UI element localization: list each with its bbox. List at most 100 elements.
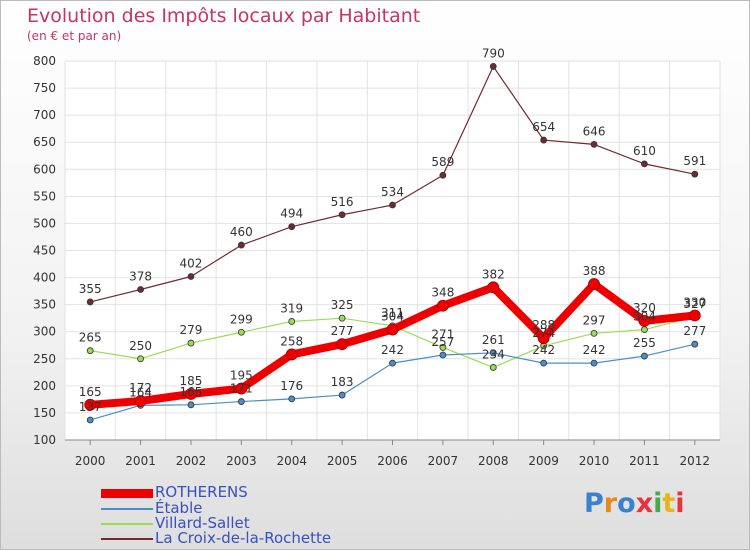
data-point [389, 359, 396, 367]
data-label: 242 [381, 343, 404, 357]
data-point [338, 211, 346, 219]
data-label: 172 [129, 381, 152, 395]
data-label: 304 [381, 310, 404, 324]
data-label: 271 [431, 327, 454, 341]
data-label: 589 [431, 155, 454, 169]
data-point [688, 309, 701, 322]
data-label: 195 [230, 369, 253, 383]
data-label: 261 [482, 333, 505, 347]
data-point [86, 416, 94, 424]
data-label: 165 [79, 385, 102, 399]
data-label: 790 [482, 46, 505, 60]
data-point [235, 382, 248, 395]
data-point [137, 286, 144, 293]
data-point [84, 398, 97, 411]
data-point [590, 140, 598, 148]
data-point [288, 318, 296, 325]
data-point [237, 328, 245, 336]
data-point [641, 326, 648, 333]
y-tick-label: 550 [33, 189, 56, 203]
data-point [134, 395, 147, 407]
data-point [285, 348, 298, 361]
data-label: 279 [180, 323, 203, 337]
data-label: 388 [583, 264, 606, 278]
x-tick-label: 2007 [428, 454, 459, 468]
data-label: 299 [230, 312, 253, 326]
data-point [336, 338, 349, 351]
legend-label-la-croix-de-la-rochette: La Croix-de-la-Rochette [155, 529, 332, 547]
data-point [288, 395, 296, 403]
y-tick-label: 800 [33, 54, 56, 68]
data-label: 402 [180, 256, 203, 270]
data-point [338, 314, 346, 322]
data-label: 288 [532, 318, 555, 332]
data-point [641, 352, 648, 360]
data-point [540, 136, 548, 144]
data-point [588, 278, 600, 290]
y-tick-label: 700 [33, 108, 56, 122]
data-point [389, 201, 396, 209]
data-label: 378 [129, 269, 152, 283]
data-label: 591 [683, 154, 706, 168]
data-point [487, 281, 500, 294]
data-label: 330 [683, 295, 706, 309]
data-label: 171 [230, 382, 253, 396]
data-point [137, 355, 144, 363]
legend-label-rotherens: ROTHERENS [155, 483, 248, 501]
data-point [86, 347, 94, 355]
y-tick-label: 350 [33, 298, 56, 312]
data-label: 320 [633, 301, 656, 315]
chart-subtitle: (en € et par an) [27, 29, 122, 43]
data-point [590, 359, 598, 367]
data-point [439, 344, 447, 351]
y-tick-label: 750 [33, 81, 56, 95]
data-point [187, 401, 195, 409]
legend-swatch-la-croix-de-la-rochette [101, 538, 153, 540]
data-point [638, 314, 651, 327]
data-point [386, 323, 399, 336]
x-tick-label: 2011 [629, 454, 660, 468]
data-point [187, 339, 195, 347]
logo-letter: P [584, 488, 604, 519]
data-label: 646 [583, 124, 606, 138]
data-point [489, 349, 497, 357]
logo-letter: x [635, 488, 654, 519]
data-point [237, 398, 245, 405]
data-label: 277 [683, 324, 706, 338]
data-label: 460 [230, 225, 253, 239]
x-tick-label: 2006 [377, 454, 408, 468]
x-tick-label: 2010 [579, 454, 610, 468]
data-label: 304 [633, 310, 656, 324]
chart-title: Evolution des Impôts locaux par Habitant [27, 5, 421, 27]
data-point [187, 273, 195, 280]
data-point [540, 359, 548, 367]
x-tick-label: 2004 [276, 454, 307, 468]
data-label: 534 [381, 185, 404, 199]
data-point [436, 299, 449, 312]
data-label: 277 [331, 324, 354, 338]
logo-letter: i [653, 488, 663, 519]
legend-swatch-etable [101, 508, 153, 510]
data-label: 297 [583, 313, 606, 327]
data-point [537, 332, 550, 345]
data-point [185, 388, 197, 400]
legend-label-villard-sallet: Villard-Sallet [155, 514, 250, 532]
logo-letter: r [603, 488, 618, 519]
logo-letter: o [617, 488, 636, 519]
data-point [489, 63, 497, 70]
data-point [288, 223, 296, 231]
data-point [86, 298, 94, 306]
y-tick-label: 400 [33, 271, 56, 285]
data-label: 164 [129, 385, 152, 399]
data-point [338, 391, 346, 399]
data-label: 257 [431, 335, 454, 349]
logo-letter: i [675, 488, 685, 519]
data-label: 137 [79, 400, 102, 414]
data-point [237, 241, 245, 249]
x-tick-label: 2003 [226, 454, 257, 468]
x-tick-label: 2001 [125, 454, 156, 468]
data-label: 165 [180, 385, 203, 399]
proxiti-logo: Proxiti [584, 488, 685, 519]
